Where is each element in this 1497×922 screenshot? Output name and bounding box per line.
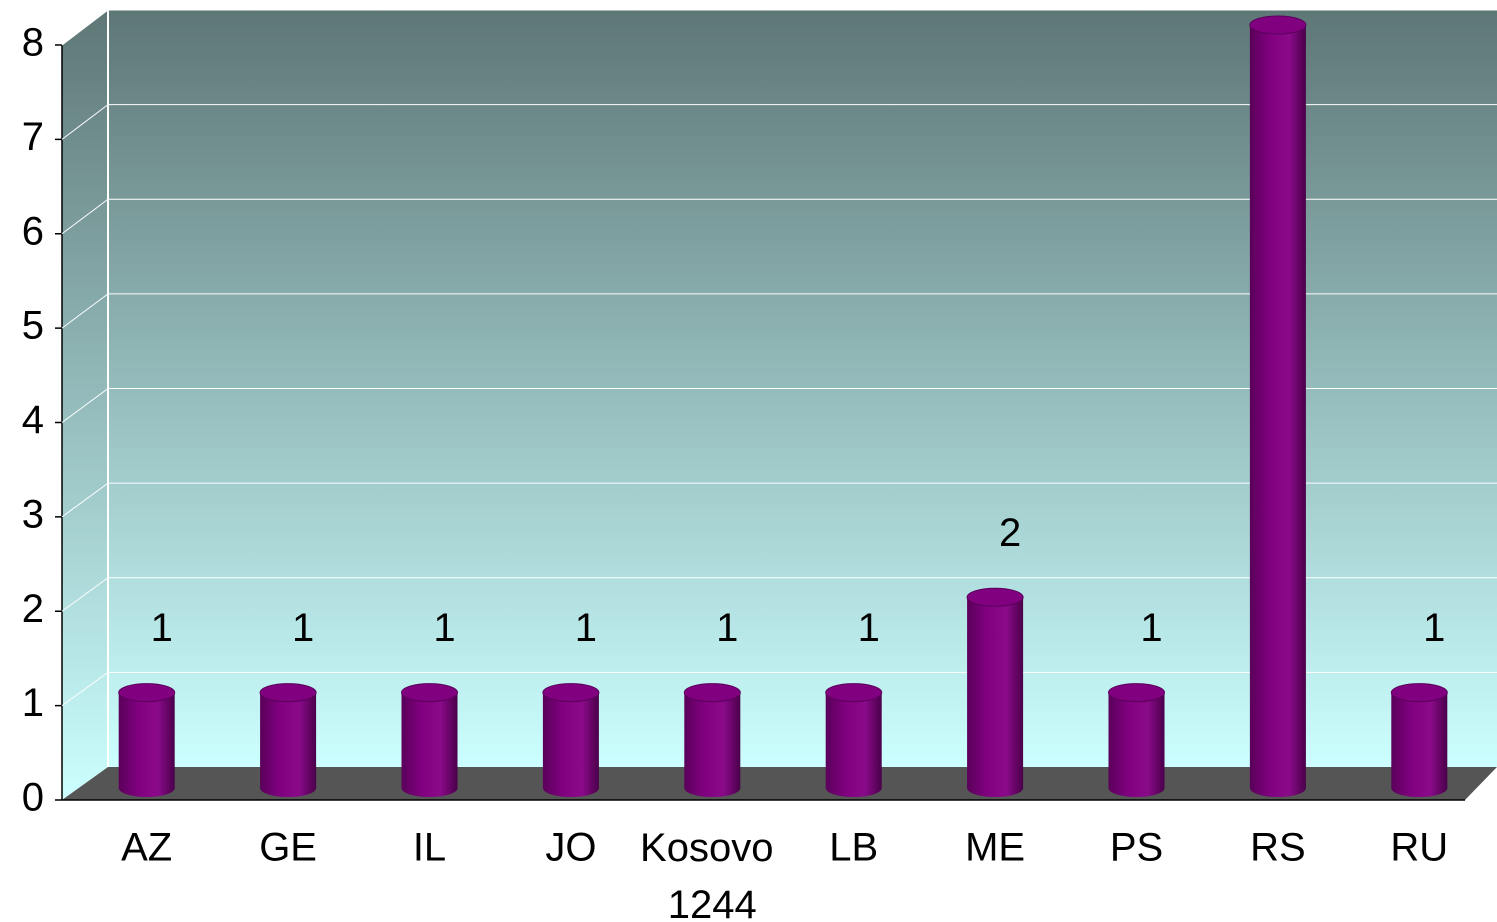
y-tick-label: 6 bbox=[22, 209, 44, 253]
x-tick-label: IL bbox=[413, 826, 446, 870]
x-tick-label: LB bbox=[829, 826, 878, 870]
x-tick-label: GE bbox=[259, 826, 317, 870]
y-tick-label: 3 bbox=[22, 492, 44, 536]
grid-line bbox=[61, 9, 109, 46]
data-label: 1 bbox=[292, 606, 314, 650]
bar-top bbox=[401, 683, 458, 703]
data-label: 1 bbox=[1140, 606, 1162, 650]
bar-base bbox=[260, 779, 317, 797]
bar-base bbox=[825, 779, 882, 797]
bar-top bbox=[825, 683, 883, 703]
bar-top bbox=[1249, 15, 1307, 35]
bar-base bbox=[401, 779, 458, 797]
bar bbox=[967, 597, 1024, 788]
bar-base bbox=[1249, 779, 1306, 797]
grid-line bbox=[61, 482, 109, 518]
data-label: 1 bbox=[858, 606, 880, 650]
bar bbox=[542, 692, 599, 788]
x-tick-label: RS bbox=[1250, 826, 1306, 870]
bar bbox=[118, 692, 175, 788]
bar-top bbox=[542, 683, 600, 703]
grid-line bbox=[61, 671, 109, 707]
bar-top bbox=[259, 683, 317, 703]
grid-line bbox=[61, 198, 109, 235]
bar-top bbox=[1108, 683, 1165, 703]
bar bbox=[825, 692, 882, 788]
bar-top bbox=[118, 683, 176, 703]
y-tick-label: 0 bbox=[22, 776, 44, 820]
grid-line bbox=[61, 293, 109, 329]
bar bbox=[260, 692, 317, 788]
y-tick-label: 2 bbox=[22, 587, 44, 631]
y-tick-label: 1 bbox=[22, 681, 44, 725]
x-tick-label: RU bbox=[1390, 826, 1448, 870]
y-tick-label: 7 bbox=[22, 115, 44, 159]
data-label: 1 bbox=[575, 606, 597, 650]
bar-base bbox=[118, 779, 175, 797]
grid-line bbox=[61, 388, 109, 423]
y-tick-label: 5 bbox=[22, 304, 44, 348]
bar-base bbox=[1108, 779, 1165, 797]
bar-top bbox=[966, 587, 1024, 607]
bar-top bbox=[1390, 683, 1448, 703]
y-tick-label: 8 bbox=[22, 21, 44, 65]
bar bbox=[1391, 692, 1448, 788]
data-label: 2 bbox=[999, 511, 1021, 555]
bar-base bbox=[1391, 779, 1448, 797]
bar bbox=[1249, 25, 1306, 788]
bar bbox=[684, 692, 741, 788]
grid-line bbox=[61, 104, 109, 140]
data-label: 1 bbox=[433, 606, 455, 650]
bar bbox=[1108, 692, 1165, 788]
bar-base bbox=[684, 779, 741, 797]
y-tick-label: 4 bbox=[22, 398, 44, 442]
data-label: 1 bbox=[151, 606, 173, 650]
bar bbox=[401, 692, 458, 788]
x-tick-label: Kosovo 1244 bbox=[640, 826, 785, 922]
data-label: 1 bbox=[1423, 606, 1445, 650]
x-tick-label: ME bbox=[965, 826, 1025, 870]
x-tick-label: JO bbox=[545, 826, 596, 870]
grid-line bbox=[61, 577, 109, 612]
x-tick-label: AZ bbox=[121, 826, 172, 870]
data-label: 1 bbox=[716, 606, 738, 650]
x-tick-label: PS bbox=[1110, 826, 1163, 870]
bar-base bbox=[542, 779, 599, 797]
bar-base bbox=[967, 779, 1024, 797]
bar-top bbox=[683, 683, 741, 703]
